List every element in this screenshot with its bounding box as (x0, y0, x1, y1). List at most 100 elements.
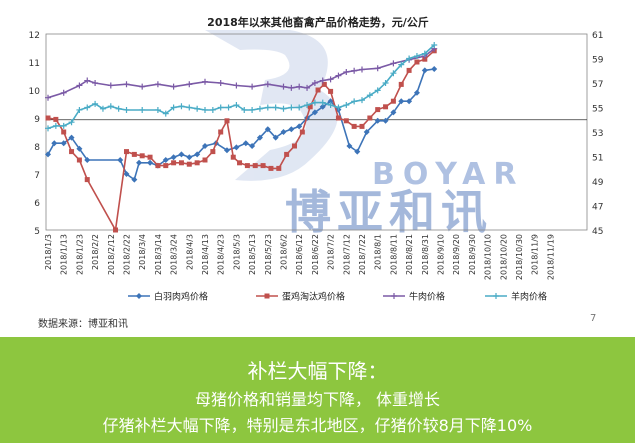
data-point (233, 102, 240, 109)
data-point (155, 163, 161, 169)
y-right-tick-label: 51 (592, 154, 603, 164)
data-point (223, 147, 230, 154)
data-point (147, 159, 154, 166)
data-point (76, 145, 83, 152)
data-point (92, 100, 99, 107)
data-point (76, 82, 83, 89)
data-point (304, 84, 311, 91)
data-point (92, 80, 99, 86)
price-trend-chart: BOYAR 博亚和讯 2018年以来其他畜禽产品价格走势，元/公斤 5 6 7 8 9 1… (29, 15, 604, 303)
x-tick-label: 2018/10/30 (515, 234, 524, 280)
data-point (162, 157, 169, 163)
data-point (363, 129, 370, 135)
series-diamond (45, 66, 438, 183)
data-point (268, 165, 274, 171)
x-tick-label: 2018/9/30 (468, 234, 477, 275)
data-point (296, 123, 303, 130)
data-point (186, 154, 193, 161)
data-point (237, 160, 243, 166)
x-tick-label: 2018/4/13 (201, 234, 210, 275)
data-point (354, 148, 361, 155)
y-right-tick-label: 45 (592, 227, 603, 237)
data-point (382, 80, 389, 86)
data-point (431, 66, 438, 72)
data-point (113, 227, 119, 233)
data-point (413, 53, 420, 60)
y-left-tick-label: 5 (34, 227, 40, 237)
data-point (60, 140, 67, 147)
x-tick-label: 2018/4/23 (217, 234, 226, 275)
data-point (249, 106, 256, 113)
data-point (398, 98, 405, 105)
data-point (123, 106, 130, 113)
source-note: 数据来源：博亚和讯 (38, 319, 128, 330)
data-point (299, 129, 305, 135)
data-point (84, 77, 91, 84)
data-point (264, 81, 271, 88)
data-point (335, 72, 342, 79)
data-point (45, 125, 51, 132)
data-point (311, 99, 318, 106)
x-tick-label: 2018/7/12 (342, 234, 351, 275)
data-point (233, 82, 240, 89)
data-point (256, 105, 263, 112)
data-point (335, 104, 342, 111)
data-point (311, 109, 318, 116)
data-point (343, 118, 349, 124)
data-point (391, 293, 397, 299)
data-point (76, 106, 83, 113)
legend-label: 白羽肉鸡价格 (154, 291, 208, 303)
data-point (45, 151, 51, 158)
data-point (264, 126, 271, 133)
data-point (131, 176, 138, 183)
x-tick-label: 2018/5/23 (264, 234, 273, 275)
data-point (390, 109, 397, 116)
data-point (52, 122, 59, 129)
data-point (136, 159, 143, 166)
data-point (194, 151, 201, 158)
data-point (359, 97, 365, 104)
x-tick-label: 2018/8/21 (405, 234, 414, 275)
data-point (288, 84, 295, 91)
data-point (194, 160, 200, 166)
plot-area (45, 33, 588, 231)
data-point (217, 80, 224, 86)
y-right-tick-label: 57 (592, 80, 603, 90)
data-point (327, 76, 334, 83)
data-point (68, 119, 75, 126)
data-point (272, 134, 279, 141)
data-point (202, 106, 208, 113)
data-point (327, 102, 334, 109)
series-square (45, 48, 437, 233)
data-point (139, 153, 145, 159)
data-point (163, 163, 169, 169)
data-point (170, 104, 177, 111)
data-point (406, 98, 413, 105)
data-point (154, 106, 161, 113)
data-point (249, 83, 256, 90)
y-right-tick-label: 53 (592, 129, 603, 139)
y-right-tick-label: 61 (592, 31, 603, 41)
data-point (202, 143, 208, 149)
banner-title: 补栏大幅下降： (247, 359, 388, 383)
legend-label: 羊肉价格 (511, 291, 547, 303)
data-point (359, 66, 365, 73)
data-point (335, 115, 341, 121)
x-tick-label: 2018/3/14 (154, 234, 163, 275)
data-point (422, 56, 428, 62)
x-tick-label: 2018/2/12 (107, 234, 116, 275)
data-point (375, 107, 381, 113)
data-point (162, 110, 169, 117)
y-right-tick-label: 59 (592, 56, 604, 66)
data-point (60, 122, 67, 129)
y-right-tick-label: 49 (592, 178, 604, 188)
data-point (406, 55, 413, 62)
data-point (288, 126, 295, 133)
x-tick-label: 2018/4/3 (185, 234, 194, 270)
data-point (374, 65, 381, 72)
x-tick-label: 2018/10/20 (499, 234, 508, 280)
data-point (123, 171, 130, 177)
chart-title: 2018年以来其他畜禽产品价格走势，元/公斤 (207, 15, 429, 29)
data-point (390, 60, 397, 67)
data-point (264, 293, 270, 299)
